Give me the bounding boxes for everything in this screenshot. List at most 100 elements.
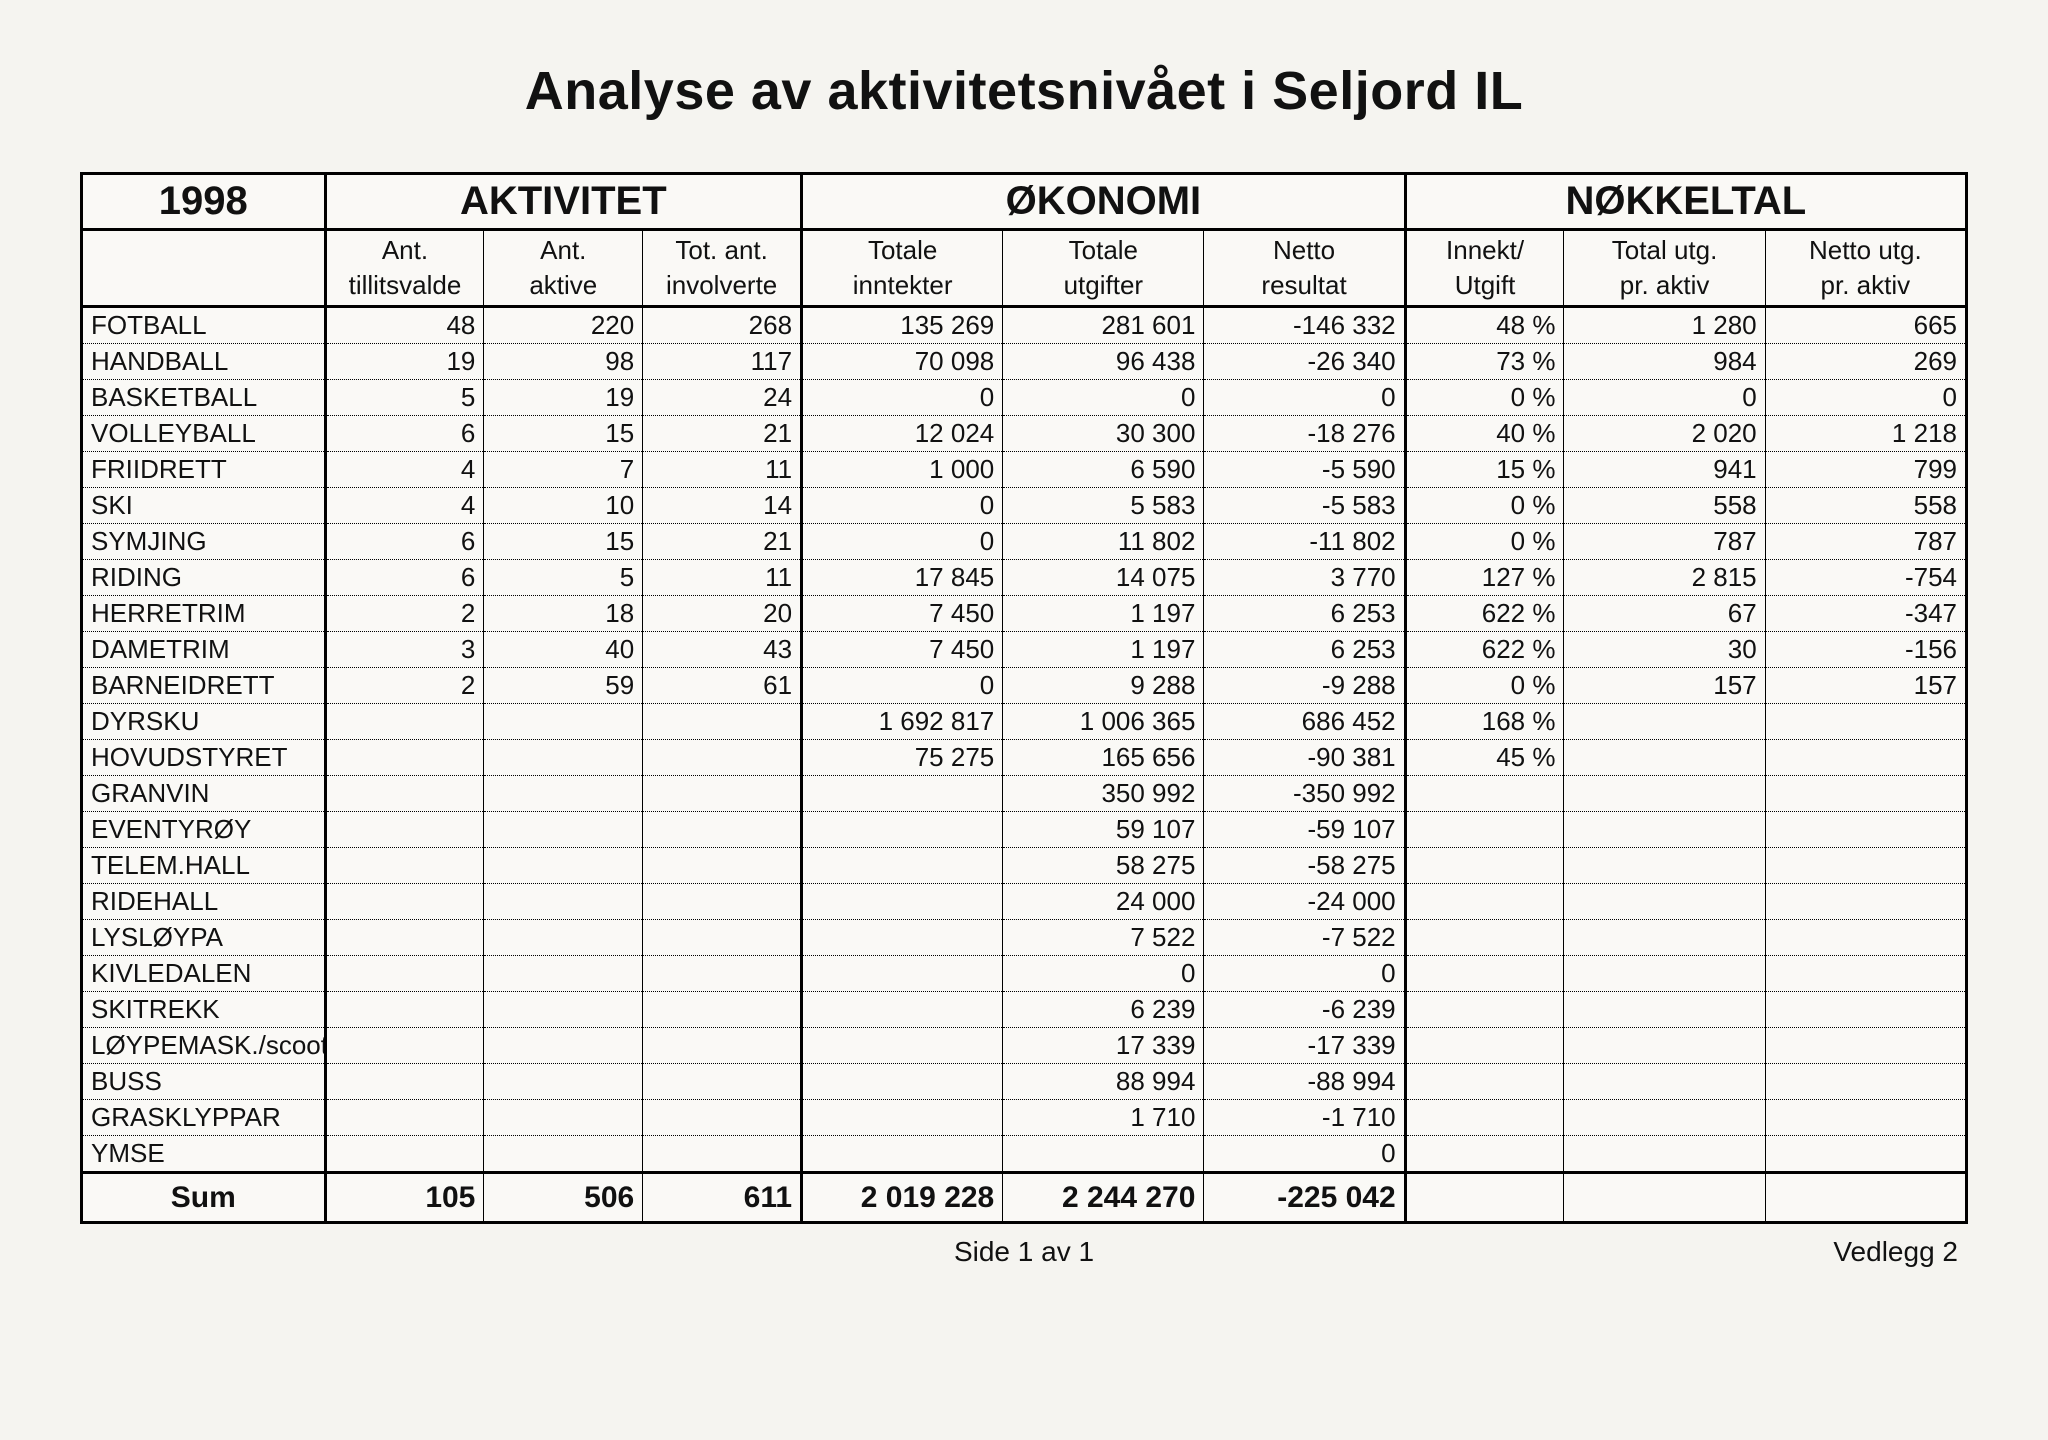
col-head: pr. aktiv: [1765, 268, 1966, 307]
cell: 9 288: [1003, 668, 1204, 704]
cell: 2: [325, 668, 484, 704]
cell: 0 %: [1405, 380, 1564, 416]
header-group-aktivitet: AKTIVITET: [325, 174, 802, 230]
cell: 157: [1765, 668, 1966, 704]
cell: [1765, 812, 1966, 848]
cell: [643, 776, 802, 812]
cell: [1405, 956, 1564, 992]
row-label: YMSE: [82, 1136, 326, 1173]
row-label: BASKETBALL: [82, 380, 326, 416]
row-label: LØYPEMASK./scooter: [82, 1028, 326, 1064]
cell: [325, 776, 484, 812]
table-row: SYMJING61521011 802-11 8020 %787787: [82, 524, 1967, 560]
cell: [802, 992, 1003, 1028]
cell: 15 %: [1405, 452, 1564, 488]
cell: [802, 848, 1003, 884]
sum-cell: 611: [643, 1173, 802, 1223]
sum-cell: 2 244 270: [1003, 1173, 1204, 1223]
col-head: Netto utg.: [1765, 230, 1966, 269]
cell: -5 583: [1204, 488, 1405, 524]
cell: [484, 992, 643, 1028]
cell: [484, 1064, 643, 1100]
cell: [325, 1064, 484, 1100]
cell: [643, 920, 802, 956]
table-row: LØYPEMASK./scooter17 339-17 339: [82, 1028, 1967, 1064]
cell: 665: [1765, 307, 1966, 344]
col-head: aktive: [484, 268, 643, 307]
cell: 984: [1564, 344, 1765, 380]
cell: -350 992: [1204, 776, 1405, 812]
cell: -156: [1765, 632, 1966, 668]
cell: 0: [802, 668, 1003, 704]
cell: [1405, 812, 1564, 848]
cell: 1 710: [1003, 1100, 1204, 1136]
cell: -90 381: [1204, 740, 1405, 776]
cell: [643, 812, 802, 848]
table-row: HERRETRIM218207 4501 1976 253622 %67-347: [82, 596, 1967, 632]
cell: 18: [484, 596, 643, 632]
cell: [802, 956, 1003, 992]
cell: [1765, 740, 1966, 776]
cell: 17 845: [802, 560, 1003, 596]
row-label: HANDBALL: [82, 344, 326, 380]
cell: 58 275: [1003, 848, 1204, 884]
cell: [484, 1028, 643, 1064]
cell: [484, 812, 643, 848]
col-head: utgifter: [1003, 268, 1204, 307]
cell: 157: [1564, 668, 1765, 704]
cell: [1564, 920, 1765, 956]
row-label: LYSLØYPA: [82, 920, 326, 956]
cell: [1564, 704, 1765, 740]
cell: 1 692 817: [802, 704, 1003, 740]
cell: [802, 1136, 1003, 1173]
row-label: BUSS: [82, 1064, 326, 1100]
col-head: Ant.: [325, 230, 484, 269]
cell: 622 %: [1405, 632, 1564, 668]
cell: [1405, 1064, 1564, 1100]
cell: -24 000: [1204, 884, 1405, 920]
cell: 0: [802, 380, 1003, 416]
cell: 168 %: [1405, 704, 1564, 740]
cell: 6: [325, 560, 484, 596]
cell: 12 024: [802, 416, 1003, 452]
cell: 1 280: [1564, 307, 1765, 344]
header-row-sub1: Ant. Ant. Tot. ant. Totale Totale Netto …: [82, 230, 1967, 269]
cell: [643, 992, 802, 1028]
table-row: EVENTYRØY59 107-59 107: [82, 812, 1967, 848]
cell: -1 710: [1204, 1100, 1405, 1136]
cell: 6 253: [1204, 632, 1405, 668]
cell: 0 %: [1405, 668, 1564, 704]
cell: [1564, 884, 1765, 920]
table-row: GRASKLYPPAR1 710-1 710: [82, 1100, 1967, 1136]
header-year: 1998: [82, 174, 326, 230]
cell: -26 340: [1204, 344, 1405, 380]
col-head: Totale: [802, 230, 1003, 269]
cell: 5: [484, 560, 643, 596]
cell: [484, 776, 643, 812]
cell: [643, 956, 802, 992]
cell: 3 770: [1204, 560, 1405, 596]
cell: [325, 740, 484, 776]
cell: [643, 704, 802, 740]
cell: [325, 848, 484, 884]
cell: 30 300: [1003, 416, 1204, 452]
header-group-nokkeltal: NØKKELTAL: [1405, 174, 1966, 230]
cell: [802, 1100, 1003, 1136]
cell: [1405, 1028, 1564, 1064]
cell: [643, 848, 802, 884]
cell: 19: [325, 344, 484, 380]
cell: 14 075: [1003, 560, 1204, 596]
sum-cell: 105: [325, 1173, 484, 1223]
cell: 1 218: [1765, 416, 1966, 452]
cell: [1564, 776, 1765, 812]
cell: [643, 1064, 802, 1100]
cell: [1765, 848, 1966, 884]
cell: 6 253: [1204, 596, 1405, 632]
cell: 21: [643, 524, 802, 560]
col-head: Innekt/: [1405, 230, 1564, 269]
table-row: FOTBALL48220268135 269281 601-146 33248 …: [82, 307, 1967, 344]
col-head: pr. aktiv: [1564, 268, 1765, 307]
cell: 88 994: [1003, 1064, 1204, 1100]
cell: [1564, 956, 1765, 992]
cell: [484, 848, 643, 884]
